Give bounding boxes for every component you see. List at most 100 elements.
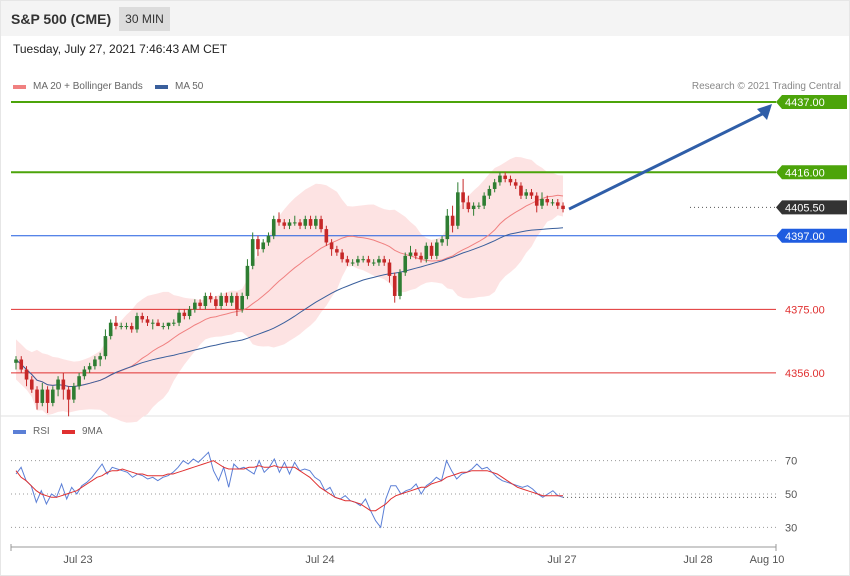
candle-body (513, 182, 518, 186)
candle (503, 172, 507, 183)
candle-body (266, 235, 271, 243)
candle-body (366, 259, 371, 263)
candle-body (471, 205, 476, 210)
interval-badge[interactable]: 30 MIN (119, 7, 170, 31)
candle (555, 199, 560, 210)
candle-body (114, 322, 118, 327)
candle (261, 239, 266, 253)
candle (303, 215, 308, 230)
candle-body (387, 262, 392, 276)
candle (540, 192, 544, 210)
candle-body (461, 192, 465, 203)
legend-swatch-ma20 (13, 84, 26, 89)
candle (103, 329, 108, 360)
rsi-tick-label: 30 (785, 522, 797, 534)
candle-body (429, 245, 434, 256)
candle (356, 255, 360, 266)
candle (177, 309, 181, 327)
moving-averages (15, 194, 564, 387)
legend-rsi: RSI (13, 426, 50, 437)
candle-body (140, 316, 145, 320)
candle-body (145, 319, 150, 323)
candle-body (298, 222, 302, 226)
candle-body (419, 255, 423, 260)
candle (271, 215, 276, 240)
candle (172, 319, 176, 327)
candle (466, 195, 471, 213)
candle-body (124, 326, 129, 328)
candle (140, 312, 145, 323)
candle-body (56, 379, 60, 390)
candle (292, 215, 297, 226)
price-label: 4405.50 (785, 202, 825, 214)
candle-body (534, 195, 539, 206)
candle (29, 376, 34, 393)
candle-body (82, 369, 87, 377)
candle (456, 182, 460, 230)
candle (129, 322, 134, 333)
candle-body (177, 312, 181, 323)
candle-body (250, 239, 255, 266)
candle-body (503, 175, 507, 179)
candle-body (208, 295, 213, 300)
candle (482, 192, 486, 210)
candle-body (477, 205, 481, 207)
candle-body (487, 188, 492, 196)
candle-body (335, 249, 339, 253)
candle-body (93, 359, 97, 367)
rsi-line (15, 451, 564, 529)
candle-body (108, 322, 113, 337)
x-tick-label: Jul 27 (547, 554, 576, 566)
legend-swatch-rsi (13, 429, 26, 434)
bollinger-band-area (16, 156, 563, 423)
candle (40, 382, 45, 407)
legend-label-rsi-ma: 9MA (82, 426, 103, 437)
candle (545, 195, 550, 206)
candle (182, 309, 187, 320)
price-label: 4375.00 (785, 304, 825, 316)
timestamp: Tuesday, July 27, 2021 7:46:43 AM CET (13, 42, 228, 56)
legend-rsi-ma: 9MA (62, 426, 103, 437)
candle-body (450, 215, 455, 226)
candle (492, 178, 497, 193)
forecast-arrow (568, 104, 772, 211)
candle (203, 292, 208, 310)
candle (235, 292, 239, 317)
candle (461, 178, 465, 210)
candle (145, 316, 150, 327)
candle (77, 372, 81, 390)
candle-body (35, 389, 39, 403)
candle-body (40, 389, 45, 403)
candle (208, 292, 213, 303)
candle (124, 322, 129, 330)
candle (361, 255, 365, 263)
candle (114, 316, 118, 330)
candles (14, 172, 565, 417)
candle (319, 215, 323, 233)
candle (282, 219, 287, 230)
candle-body (413, 252, 418, 256)
candle (440, 235, 444, 246)
candle-body (356, 259, 360, 263)
candle-body (340, 252, 344, 260)
candle (150, 319, 155, 330)
ma50-line (15, 227, 564, 387)
candle-body (482, 195, 486, 206)
candle (471, 202, 476, 216)
candle (87, 362, 92, 373)
candle-body (77, 376, 81, 387)
candle-body (508, 178, 513, 183)
candle-body (235, 295, 239, 310)
legend-swatch-rsi-ma (62, 429, 75, 434)
price-label: 4437.00 (785, 97, 825, 109)
candle-body (392, 275, 397, 296)
price-label: 4356.00 (785, 368, 825, 380)
candle (435, 239, 439, 260)
candle-body (161, 326, 166, 328)
candle (392, 272, 397, 303)
legend-label-rsi: RSI (33, 426, 50, 437)
candle (550, 199, 555, 206)
legend-label-ma20: MA 20 + Bollinger Bands (33, 81, 143, 92)
credit-text: Research © 2021 Trading Central (691, 81, 841, 92)
